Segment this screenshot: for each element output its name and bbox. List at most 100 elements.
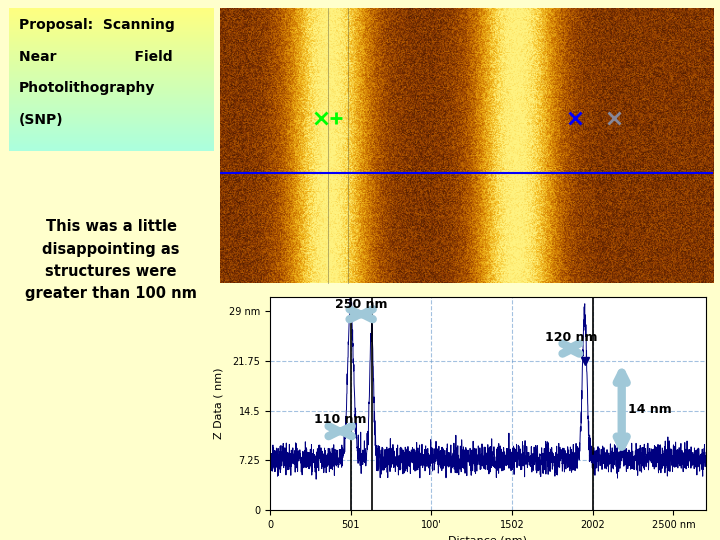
- Bar: [9, 78, 214, 81]
- Bar: [9, 105, 214, 108]
- Bar: [9, 88, 214, 91]
- Bar: [9, 18, 214, 21]
- Bar: [9, 51, 214, 54]
- Bar: [9, 94, 214, 97]
- Bar: [9, 76, 214, 78]
- Text: This was a little
disappointing as
structures were
greater than 100 nm: This was a little disappointing as struc…: [25, 219, 197, 301]
- Bar: [9, 127, 214, 130]
- Bar: [9, 37, 214, 39]
- Bar: [9, 136, 214, 138]
- Bar: [9, 145, 214, 149]
- Bar: [9, 72, 214, 76]
- Text: Near                Field: Near Field: [19, 50, 173, 64]
- Bar: [9, 65, 214, 68]
- Bar: [9, 137, 214, 140]
- Bar: [9, 6, 214, 10]
- Bar: [9, 123, 214, 125]
- Bar: [9, 35, 214, 38]
- Bar: [9, 103, 214, 105]
- Bar: [9, 104, 214, 107]
- Bar: [9, 74, 214, 77]
- Bar: [9, 100, 214, 103]
- Text: 120 nm: 120 nm: [544, 331, 597, 344]
- Bar: [9, 83, 214, 85]
- Bar: [9, 70, 214, 72]
- Bar: [9, 44, 214, 47]
- Bar: [9, 112, 214, 116]
- Bar: [9, 54, 214, 57]
- Bar: [9, 138, 214, 141]
- Bar: [9, 12, 214, 15]
- Bar: [9, 25, 214, 28]
- Bar: [9, 120, 214, 123]
- Bar: [9, 47, 214, 50]
- X-axis label: Distance (nm): Distance (nm): [449, 536, 527, 540]
- Bar: [9, 124, 214, 127]
- Bar: [9, 55, 214, 58]
- Bar: [9, 92, 214, 96]
- Bar: [9, 81, 214, 84]
- Bar: [9, 68, 214, 71]
- Bar: [9, 133, 214, 136]
- Bar: [9, 14, 214, 17]
- Bar: [9, 117, 214, 120]
- Bar: [9, 57, 214, 59]
- Bar: [9, 140, 214, 143]
- Bar: [9, 23, 214, 25]
- Bar: [9, 63, 214, 65]
- Bar: [9, 147, 214, 150]
- Bar: [9, 38, 214, 41]
- Bar: [9, 61, 214, 64]
- Text: Proposal:  Scanning: Proposal: Scanning: [19, 18, 175, 32]
- Text: 250 nm: 250 nm: [335, 298, 387, 310]
- Bar: [9, 125, 214, 129]
- Bar: [9, 34, 214, 37]
- Bar: [9, 79, 214, 83]
- Bar: [9, 141, 214, 144]
- Text: Photolithography: Photolithography: [19, 81, 156, 95]
- Bar: [9, 110, 214, 112]
- Bar: [9, 41, 214, 44]
- Bar: [9, 116, 214, 118]
- Bar: [9, 111, 214, 114]
- Text: 110 nm: 110 nm: [314, 413, 366, 427]
- Bar: [9, 108, 214, 111]
- Bar: [9, 97, 214, 100]
- Bar: [9, 28, 214, 31]
- Bar: [9, 21, 214, 24]
- Bar: [9, 8, 214, 11]
- Bar: [9, 59, 214, 63]
- Bar: [9, 84, 214, 87]
- Bar: [9, 114, 214, 117]
- Bar: [9, 96, 214, 98]
- Bar: [9, 32, 214, 35]
- Bar: [9, 98, 214, 101]
- Bar: [9, 43, 214, 45]
- Bar: [9, 67, 214, 70]
- Bar: [9, 15, 214, 18]
- Text: (SNP): (SNP): [19, 113, 63, 127]
- Bar: [9, 10, 214, 12]
- Bar: [9, 118, 214, 121]
- Bar: [9, 101, 214, 104]
- Bar: [9, 87, 214, 90]
- Bar: [9, 58, 214, 61]
- Y-axis label: Z Data ( nm): Z Data ( nm): [213, 368, 223, 440]
- Bar: [9, 107, 214, 110]
- Bar: [9, 148, 214, 151]
- Bar: [9, 131, 214, 134]
- Bar: [9, 52, 214, 55]
- Bar: [9, 31, 214, 34]
- Bar: [9, 134, 214, 137]
- Bar: [9, 129, 214, 131]
- Bar: [9, 130, 214, 133]
- Bar: [9, 71, 214, 74]
- Bar: [9, 48, 214, 51]
- Bar: [9, 11, 214, 14]
- Bar: [9, 26, 214, 30]
- Bar: [9, 85, 214, 88]
- Bar: [9, 91, 214, 94]
- Bar: [9, 143, 214, 145]
- Bar: [9, 77, 214, 79]
- Bar: [9, 17, 214, 19]
